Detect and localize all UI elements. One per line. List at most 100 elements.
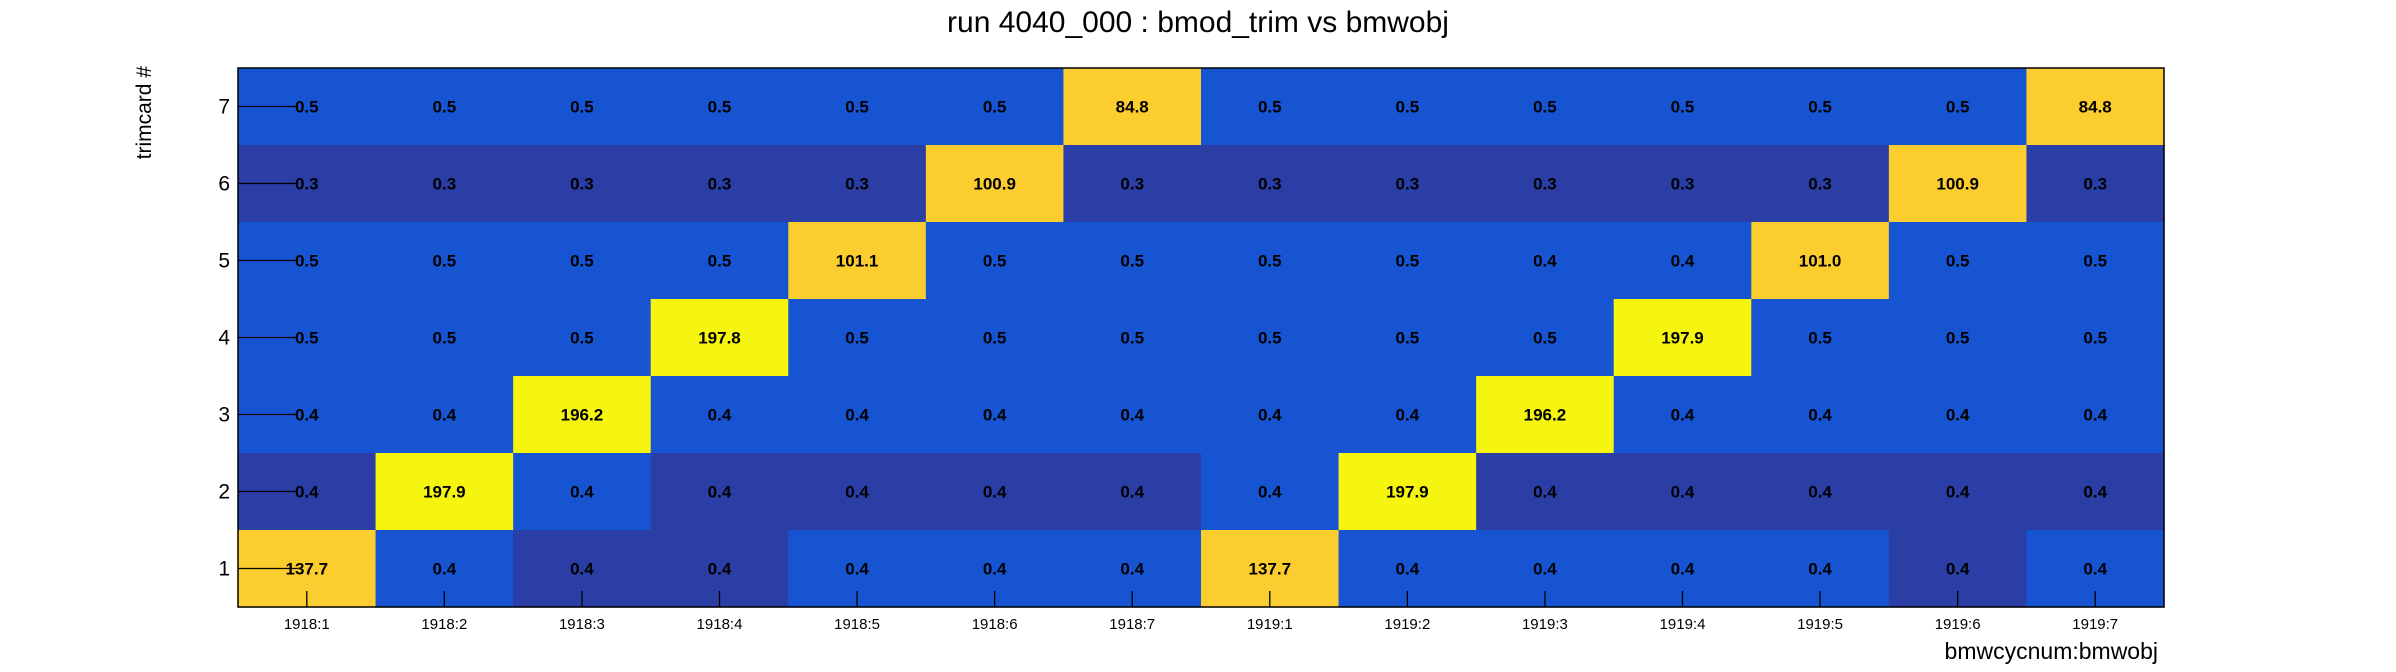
heatmap-cell bbox=[1476, 453, 1615, 531]
heatmap-cell bbox=[650, 453, 789, 531]
heatmap-cell bbox=[650, 222, 789, 300]
heatmap-cell bbox=[1063, 222, 1202, 300]
cell-value-label: 0.3 bbox=[295, 175, 319, 194]
cell-value-label: 0.4 bbox=[433, 560, 457, 579]
heatmap-cell bbox=[1338, 222, 1477, 300]
heatmap-cell bbox=[375, 299, 514, 377]
cell-value-label: 197.9 bbox=[1661, 329, 1704, 348]
heatmap-cell bbox=[1613, 299, 1752, 377]
cell-value-label: 0.4 bbox=[1258, 483, 1282, 502]
heatmap-cell bbox=[925, 299, 1065, 377]
heatmap-cell bbox=[2026, 145, 2165, 223]
cell-value-label: 0.4 bbox=[2083, 406, 2107, 425]
heatmap-cell bbox=[2026, 376, 2165, 454]
heatmap-cell bbox=[788, 299, 927, 377]
heatmap-cell bbox=[1888, 453, 2028, 531]
heatmap-cell bbox=[1338, 145, 1477, 223]
heatmap-cell bbox=[1751, 68, 1890, 146]
cell-value-label: 0.4 bbox=[1671, 406, 1695, 425]
y-tick-label: 7 bbox=[218, 96, 230, 119]
cell-value-label: 0.4 bbox=[2083, 560, 2107, 579]
cell-value-label: 0.4 bbox=[295, 483, 319, 502]
cell-value-label: 0.4 bbox=[1946, 406, 1970, 425]
heatmap-cell bbox=[375, 376, 514, 454]
cell-value-label: 0.5 bbox=[570, 252, 594, 271]
y-tick-label: 3 bbox=[218, 404, 230, 427]
heatmap-cell bbox=[1613, 68, 1752, 146]
cell-value-label: 0.4 bbox=[1946, 560, 1970, 579]
heatmap-cell bbox=[2026, 222, 2165, 300]
x-tick-label: 1918:7 bbox=[1109, 616, 1155, 633]
heatmap-cell bbox=[925, 222, 1065, 300]
x-tick-label: 1918:5 bbox=[834, 616, 880, 633]
cell-value-label: 0.4 bbox=[570, 483, 594, 502]
cell-value-label: 0.4 bbox=[845, 560, 869, 579]
y-tick-label: 2 bbox=[218, 481, 230, 504]
heatmap-cell bbox=[1063, 299, 1202, 377]
heatmap-cell bbox=[1201, 299, 1340, 377]
cell-value-label: 0.3 bbox=[1808, 175, 1832, 194]
cell-labels: 0.5 0.5 0.5 0.5 0.5 0.5 84.8 0.5 0.5 0.5 0.5 0.5 0.5… bbox=[286, 98, 2112, 579]
x-tick-label: 1918:3 bbox=[559, 616, 605, 633]
heatmap-cell bbox=[1063, 453, 1202, 531]
heatmap-cell bbox=[650, 68, 789, 146]
heatmap-cell bbox=[650, 299, 789, 377]
cell-value-label: 0.4 bbox=[845, 483, 869, 502]
cell-value-label: 0.4 bbox=[1120, 560, 1144, 579]
heatmap-cell bbox=[1338, 376, 1477, 454]
cell-value-label: 0.3 bbox=[1258, 175, 1282, 194]
cell-value-label: 0.5 bbox=[983, 329, 1007, 348]
cell-value-label: 0.3 bbox=[433, 175, 457, 194]
cell-value-label: 0.4 bbox=[1671, 252, 1695, 271]
heatmap-cell bbox=[2026, 453, 2165, 531]
x-tick-label: 1919:3 bbox=[1522, 616, 1568, 633]
x-tick-label: 1918:6 bbox=[972, 616, 1018, 633]
heatmap-cell bbox=[788, 376, 927, 454]
y-axis-label: trimcard # bbox=[133, 66, 156, 160]
heatmap-cell bbox=[1888, 145, 2028, 223]
x-tick-label: 1919:6 bbox=[1935, 616, 1981, 633]
cell-value-label: 0.5 bbox=[845, 329, 869, 348]
cell-value-label: 0.5 bbox=[1396, 252, 1420, 271]
cell-value-label: 0.4 bbox=[845, 406, 869, 425]
heatmap-cell bbox=[925, 453, 1065, 531]
heatmap-cell bbox=[650, 376, 789, 454]
heatmap-cell bbox=[788, 68, 927, 146]
cell-value-label: 0.5 bbox=[570, 329, 594, 348]
cell-value-label: 0.4 bbox=[983, 406, 1007, 425]
heatmap-cell bbox=[1476, 68, 1615, 146]
cell-value-label: 0.5 bbox=[1808, 329, 1832, 348]
heatmap-cell bbox=[375, 145, 514, 223]
heatmap-cell bbox=[1063, 145, 1202, 223]
x-tick-label: 1919:2 bbox=[1384, 616, 1430, 633]
cell-value-label: 0.4 bbox=[1258, 406, 1282, 425]
y-tick-label: 5 bbox=[218, 250, 230, 273]
cell-value-label: 0.4 bbox=[1533, 560, 1557, 579]
cell-value-label: 0.5 bbox=[983, 252, 1007, 271]
cell-value-label: 0.4 bbox=[433, 406, 457, 425]
heatmap-cell bbox=[1063, 376, 1202, 454]
heatmap-cell bbox=[1476, 145, 1615, 223]
cell-value-label: 0.5 bbox=[1946, 252, 1970, 271]
chart-title: run 4040_000 : bmod_trim vs bmwobj bbox=[947, 6, 1449, 39]
cell-value-label: 0.5 bbox=[1533, 329, 1557, 348]
heatmap-cell bbox=[1751, 145, 1890, 223]
cell-value-label: 0.3 bbox=[1396, 175, 1420, 194]
cell-value-label: 197.8 bbox=[698, 329, 741, 348]
cell-value-label: 0.5 bbox=[1258, 98, 1282, 117]
cell-value-label: 0.4 bbox=[295, 406, 319, 425]
heatmap-cell bbox=[1201, 222, 1340, 300]
cell-value-label: 0.5 bbox=[433, 98, 457, 117]
heatmap-cell bbox=[1888, 68, 2028, 146]
cell-value-label: 0.4 bbox=[1808, 483, 1832, 502]
heatmap-cell bbox=[925, 68, 1065, 146]
cell-value-label: 0.5 bbox=[708, 98, 732, 117]
x-axis-label: bmwcycnum:bmwobj bbox=[1945, 638, 2158, 664]
heatmap-cell bbox=[375, 68, 514, 146]
heatmap-cell bbox=[1338, 453, 1477, 531]
cell-value-label: 0.4 bbox=[1946, 483, 1970, 502]
heatmap-cell bbox=[1751, 299, 1890, 377]
cell-value-label: 0.5 bbox=[1396, 329, 1420, 348]
cell-value-label: 100.9 bbox=[1936, 175, 1979, 194]
heatmap-cell bbox=[1201, 376, 1340, 454]
